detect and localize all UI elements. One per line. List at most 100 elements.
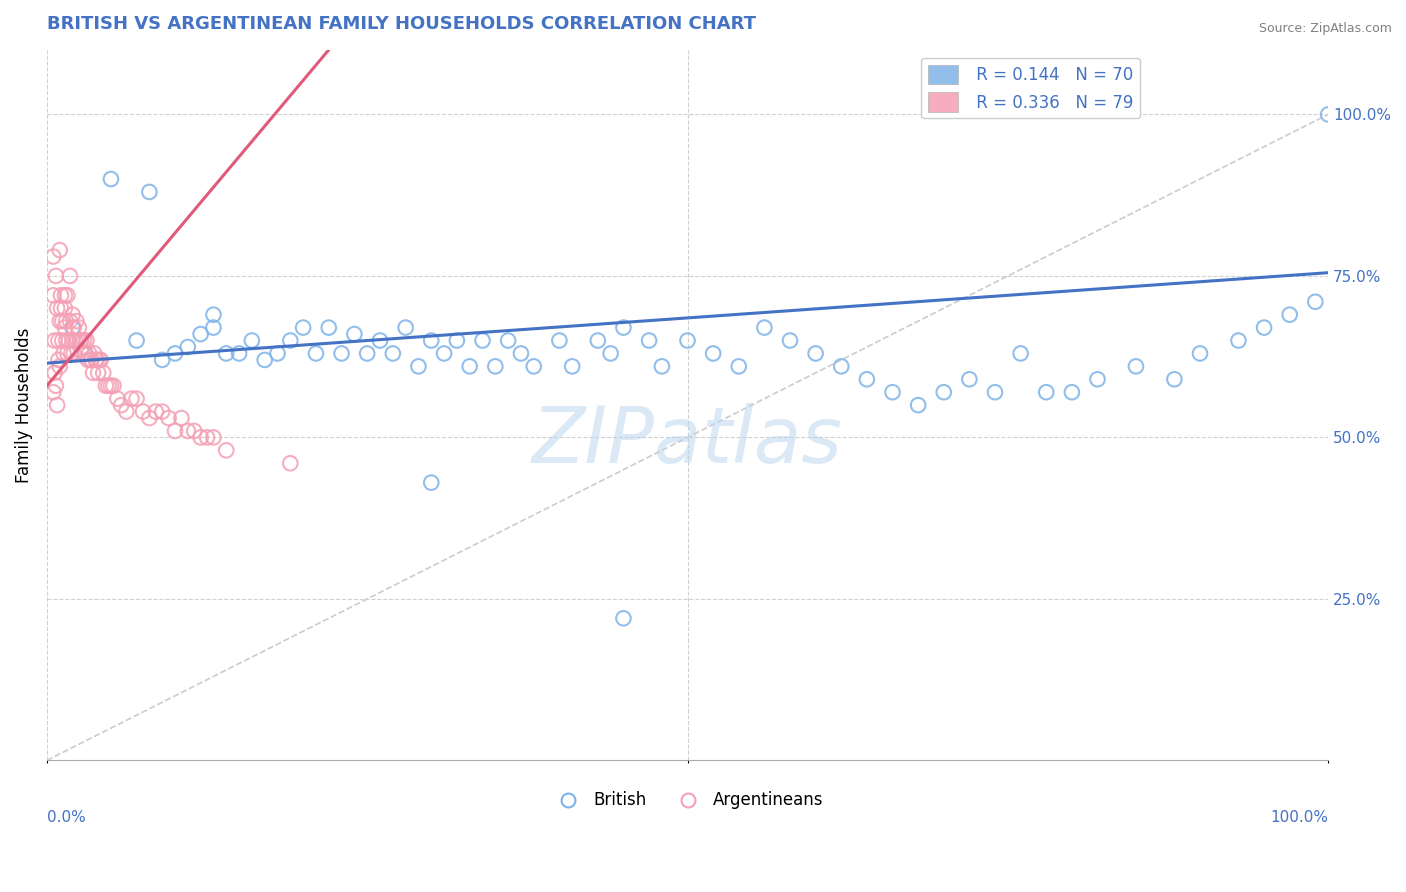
Point — [49, 288, 72, 302]
Point — [215, 443, 238, 458]
Point — [86, 352, 108, 367]
Point — [97, 378, 120, 392]
Text: 100.0%: 100.0% — [1270, 810, 1329, 825]
Point — [77, 352, 100, 367]
Point — [278, 334, 301, 348]
Point — [82, 366, 104, 380]
Point — [56, 346, 79, 360]
Point — [1317, 107, 1340, 121]
Text: ZIPatlas: ZIPatlas — [531, 402, 844, 479]
Point — [138, 185, 160, 199]
Point — [638, 334, 661, 348]
Point — [170, 411, 193, 425]
Point — [523, 359, 546, 374]
Point — [62, 334, 84, 348]
Point — [157, 411, 180, 425]
Point — [599, 346, 621, 360]
Text: Source: ZipAtlas.com: Source: ZipAtlas.com — [1258, 22, 1392, 36]
Point — [62, 308, 84, 322]
Point — [1125, 359, 1147, 374]
Point — [177, 340, 200, 354]
Legend: British, Argentineans: British, Argentineans — [544, 785, 830, 816]
Point — [368, 334, 391, 348]
Point — [1188, 346, 1211, 360]
Point — [727, 359, 749, 374]
Point — [195, 430, 218, 444]
Point — [90, 352, 112, 367]
Point — [882, 385, 904, 400]
Point — [395, 320, 418, 334]
Point — [48, 352, 70, 367]
Point — [984, 385, 1007, 400]
Point — [72, 346, 94, 360]
Point — [1035, 385, 1057, 400]
Point — [150, 352, 173, 367]
Point — [202, 320, 225, 334]
Point — [1278, 308, 1301, 322]
Point — [100, 172, 122, 186]
Point — [183, 424, 205, 438]
Point — [702, 346, 724, 360]
Point — [150, 404, 173, 418]
Point — [45, 378, 67, 392]
Point — [779, 334, 801, 348]
Point — [75, 346, 97, 360]
Point — [76, 334, 98, 348]
Point — [163, 346, 186, 360]
Point — [69, 334, 91, 348]
Point — [53, 288, 76, 302]
Point — [145, 404, 167, 418]
Point — [46, 301, 69, 316]
Point — [932, 385, 955, 400]
Point — [496, 334, 519, 348]
Point — [253, 352, 276, 367]
Point — [957, 372, 980, 386]
Point — [53, 320, 76, 334]
Point — [110, 398, 132, 412]
Point — [51, 314, 73, 328]
Point — [66, 334, 89, 348]
Point — [318, 320, 340, 334]
Point — [52, 346, 75, 360]
Point — [42, 288, 65, 302]
Point — [1305, 294, 1327, 309]
Y-axis label: Family Households: Family Households — [15, 327, 32, 483]
Point — [433, 346, 456, 360]
Point — [240, 334, 263, 348]
Point — [612, 611, 634, 625]
Point — [138, 411, 160, 425]
Point — [65, 314, 87, 328]
Point — [484, 359, 506, 374]
Point — [62, 320, 84, 334]
Point — [59, 314, 82, 328]
Point — [1087, 372, 1109, 386]
Point — [1060, 385, 1083, 400]
Point — [420, 475, 443, 490]
Point — [46, 398, 69, 412]
Point — [84, 352, 107, 367]
Point — [754, 320, 776, 334]
Point — [48, 359, 70, 374]
Point — [70, 334, 93, 348]
Point — [59, 268, 82, 283]
Point — [42, 385, 65, 400]
Point — [266, 346, 288, 360]
Point — [676, 334, 699, 348]
Point — [115, 404, 138, 418]
Point — [1010, 346, 1032, 360]
Point — [190, 327, 212, 342]
Point — [94, 378, 117, 392]
Point — [356, 346, 378, 360]
Point — [804, 346, 827, 360]
Point — [60, 346, 83, 360]
Point — [292, 320, 315, 334]
Point — [278, 456, 301, 470]
Point — [651, 359, 673, 374]
Point — [856, 372, 879, 386]
Point — [408, 359, 430, 374]
Point — [1227, 334, 1250, 348]
Point — [612, 320, 634, 334]
Point — [907, 398, 929, 412]
Point — [73, 334, 96, 348]
Point — [83, 346, 105, 360]
